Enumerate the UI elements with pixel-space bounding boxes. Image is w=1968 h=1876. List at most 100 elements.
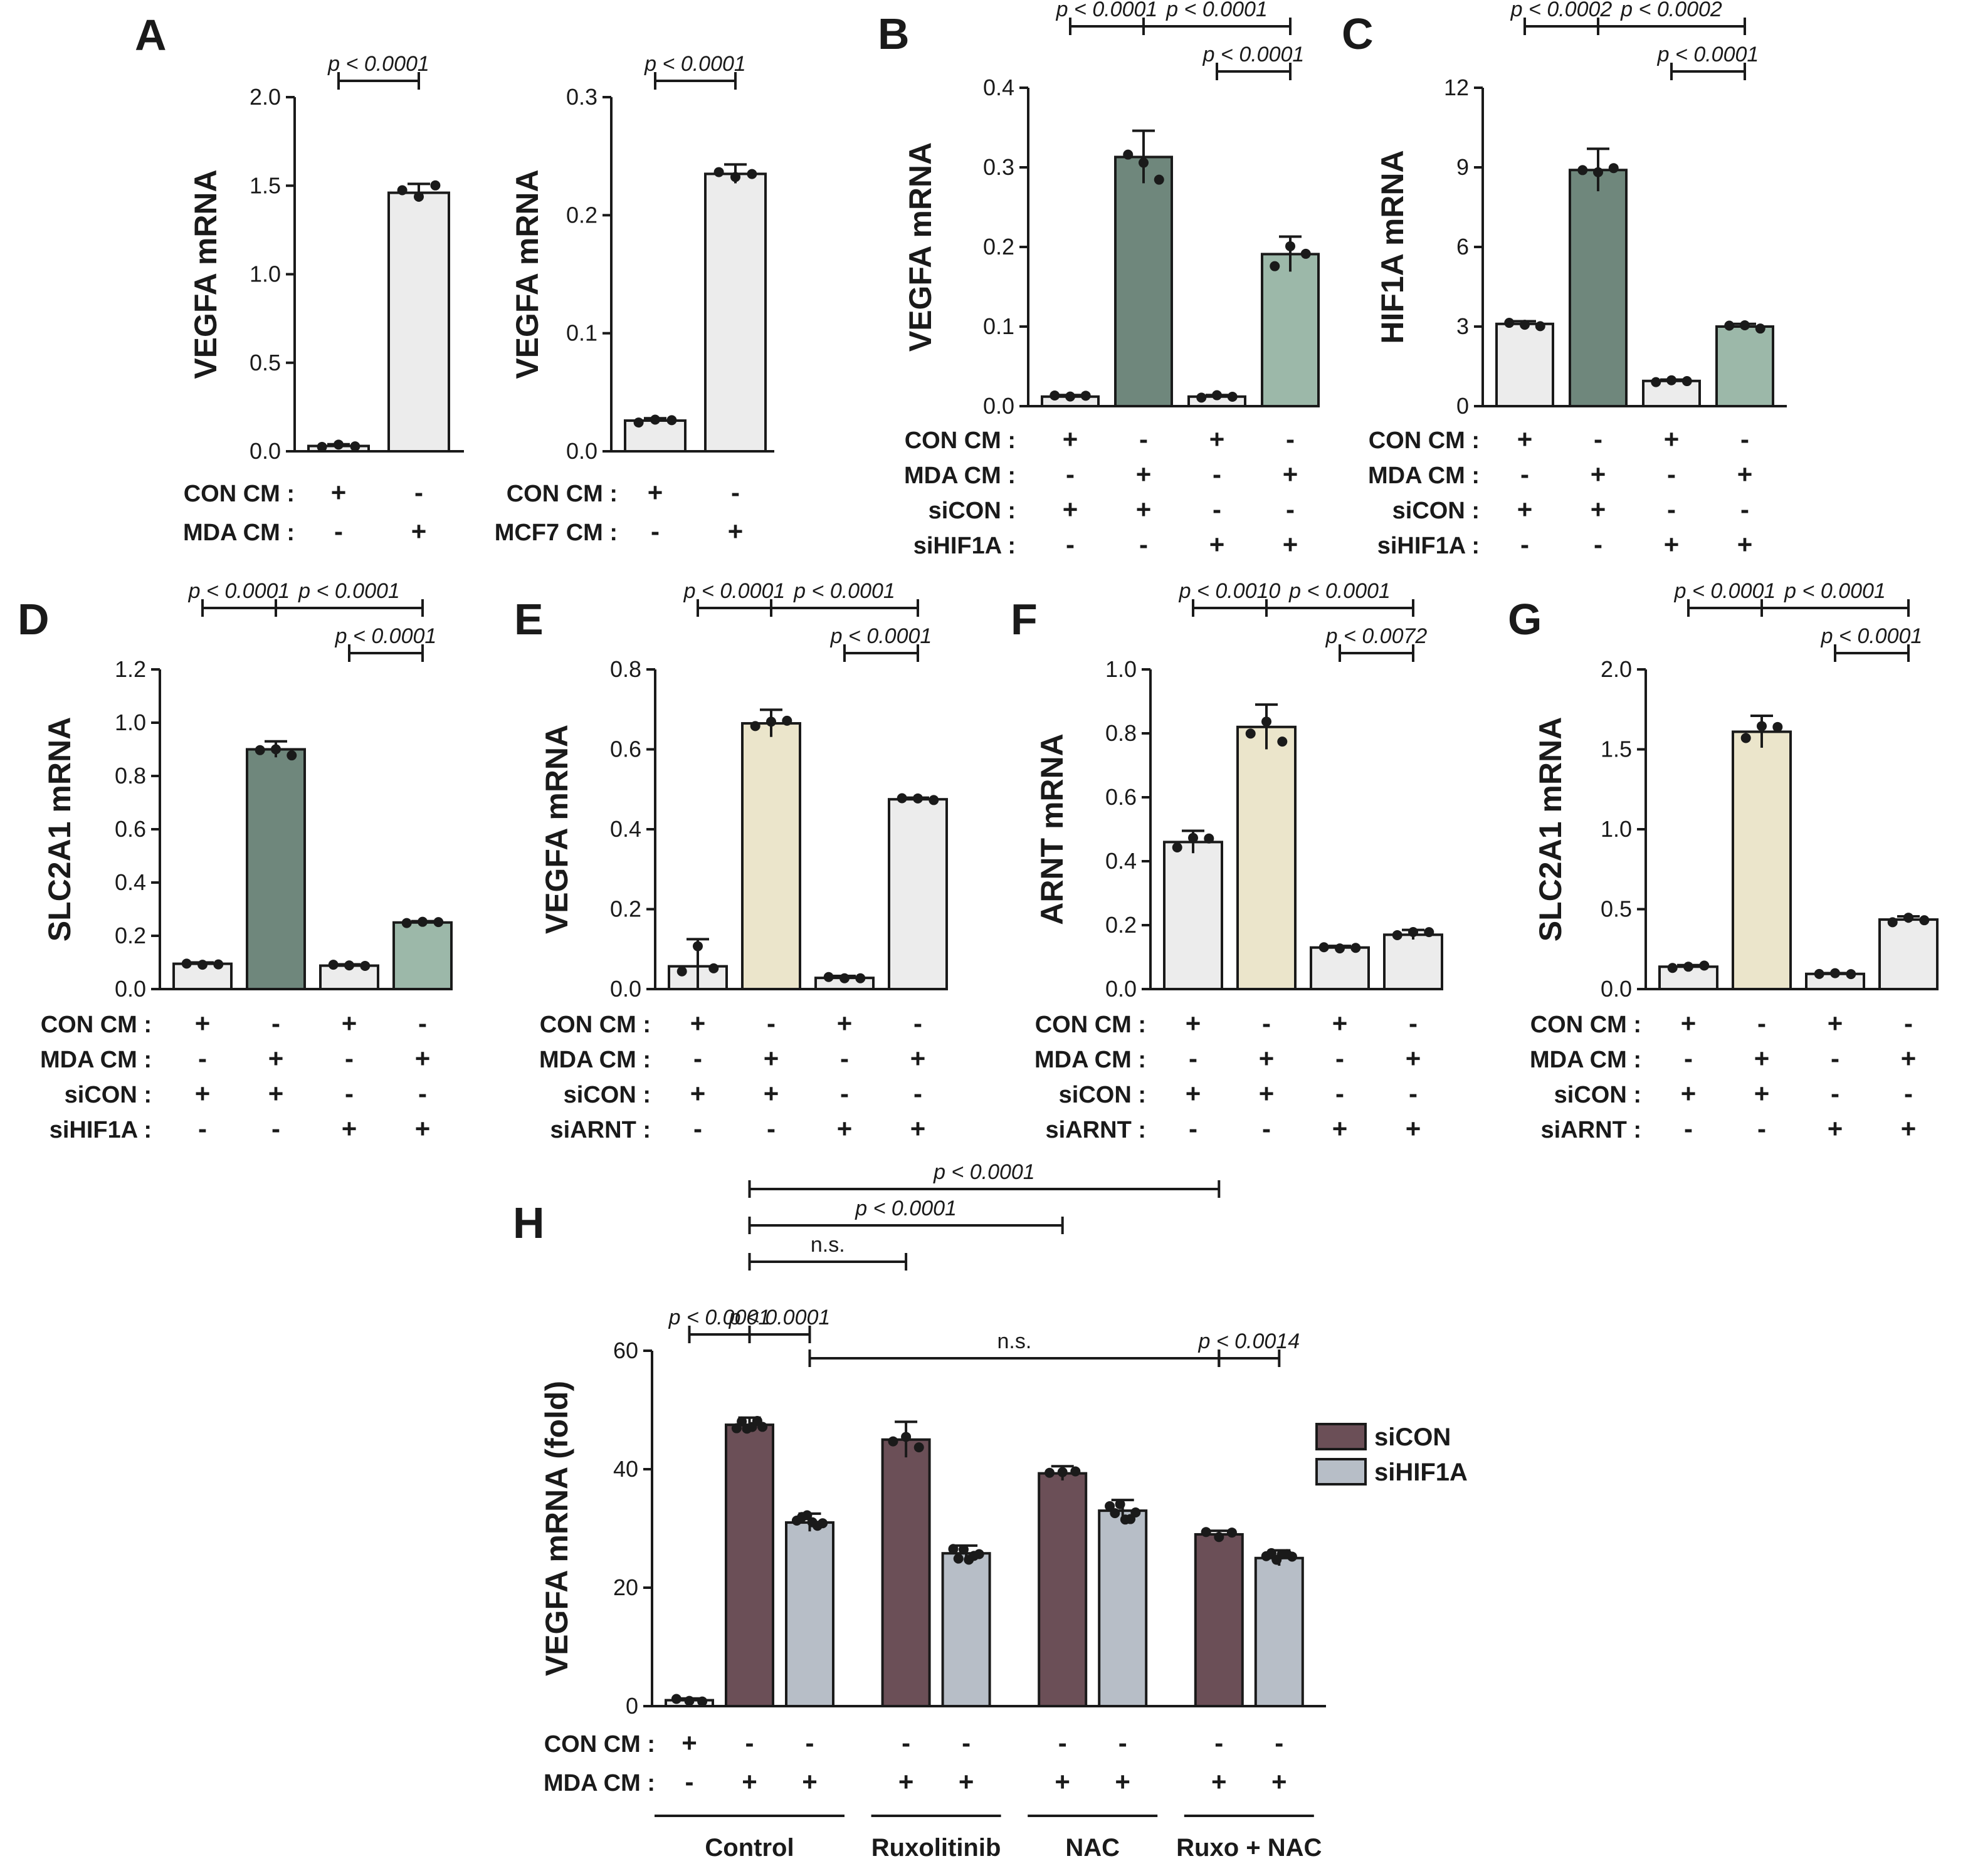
replicate-dot bbox=[1105, 1501, 1115, 1511]
replicate-dot bbox=[1115, 1499, 1125, 1509]
condition-sign: + bbox=[1271, 1767, 1287, 1796]
replicate-dot bbox=[747, 169, 757, 179]
condition-row-label: MCF7 CM : bbox=[495, 520, 618, 546]
condition-sign: - bbox=[1904, 1009, 1913, 1038]
y-tick-label: 0.2 bbox=[610, 896, 641, 922]
condition-sign: + bbox=[1055, 1767, 1070, 1796]
replicate-dot bbox=[713, 167, 724, 177]
condition-row-label: MDA CM : bbox=[544, 1770, 655, 1796]
p-value-label: p < 0.0001 bbox=[1674, 579, 1776, 603]
condition-sign: + bbox=[411, 516, 427, 546]
replicate-dot bbox=[1666, 375, 1676, 385]
condition-row-label: CON CM : bbox=[41, 1012, 152, 1038]
condition-sign: + bbox=[1136, 459, 1152, 489]
condition-sign: - bbox=[1118, 1728, 1127, 1758]
replicate-dot bbox=[731, 1423, 742, 1433]
condition-row-label: siCON : bbox=[564, 1082, 651, 1108]
replicate-dot bbox=[676, 966, 687, 977]
y-tick-label: 0.6 bbox=[1105, 784, 1137, 810]
y-axis-label: SLC2A1 mRNA bbox=[1533, 717, 1568, 941]
condition-row-label: CON CM : bbox=[1035, 1012, 1146, 1038]
group-label: Ruxo + NAC bbox=[1176, 1834, 1322, 1862]
condition-sign: + bbox=[681, 1728, 697, 1758]
y-tick-label: 0.1 bbox=[983, 313, 1014, 339]
replicate-dot bbox=[1667, 963, 1678, 973]
condition-sign: - bbox=[1066, 459, 1075, 489]
replicate-dot bbox=[1065, 391, 1075, 402]
y-axis-label: VEGFA mRNA bbox=[903, 142, 938, 352]
y-tick-label: 1.2 bbox=[115, 656, 146, 682]
replicate-dot bbox=[1903, 913, 1913, 923]
condition-sign: - bbox=[1520, 530, 1529, 559]
replicate-dot bbox=[1392, 930, 1402, 940]
condition-sign: + bbox=[268, 1044, 284, 1073]
panel-a-right-chart: 0.0 0.1 0.2 0.3 VEGFA mRNA CON CM : + - MCF7 CM … bbox=[495, 52, 774, 546]
condition-sign: - bbox=[1740, 495, 1749, 524]
replicate-dot bbox=[888, 1436, 898, 1447]
condition-sign: + bbox=[1186, 1009, 1201, 1038]
replicate-dot bbox=[1683, 962, 1693, 972]
replicate-dot bbox=[1814, 968, 1824, 979]
replicate-dot bbox=[197, 960, 208, 970]
y-tick-label: 1.5 bbox=[250, 172, 281, 198]
condition-sign: - bbox=[1684, 1044, 1693, 1073]
condition-sign: - bbox=[1757, 1114, 1766, 1143]
y-tick-label: 1.0 bbox=[1105, 656, 1137, 682]
condition-row-label: MDA CM : bbox=[40, 1047, 152, 1073]
condition-sign: + bbox=[1186, 1079, 1201, 1108]
condition-sign: - bbox=[745, 1728, 754, 1758]
condition-sign: - bbox=[334, 516, 343, 546]
replicate-dot bbox=[684, 1695, 695, 1706]
condition-sign: + bbox=[1828, 1009, 1843, 1038]
replicate-dot bbox=[181, 958, 192, 969]
replicate-dot bbox=[1226, 1528, 1237, 1538]
condition-sign: + bbox=[1754, 1079, 1770, 1108]
condition-sign: + bbox=[910, 1114, 926, 1143]
y-tick-label: 0.1 bbox=[566, 320, 597, 346]
bar bbox=[246, 748, 306, 990]
condition-sign: + bbox=[1136, 495, 1152, 524]
condition-sign: - bbox=[271, 1009, 280, 1038]
replicate-dot bbox=[433, 917, 444, 928]
replicate-dot bbox=[839, 973, 850, 983]
condition-sign: + bbox=[1063, 424, 1078, 454]
bar bbox=[1098, 1509, 1148, 1707]
condition-row-label: siCON : bbox=[1059, 1082, 1146, 1108]
condition-sign: - bbox=[1066, 530, 1075, 559]
replicate-dot bbox=[1504, 318, 1515, 328]
condition-sign: + bbox=[195, 1009, 211, 1038]
replicate-dot bbox=[1050, 390, 1060, 401]
bar bbox=[1254, 1556, 1304, 1707]
y-tick-label: 2.0 bbox=[1601, 656, 1632, 682]
condition-sign: + bbox=[1259, 1044, 1275, 1073]
condition-sign: + bbox=[1737, 459, 1753, 489]
condition-sign: - bbox=[1520, 459, 1529, 489]
condition-sign: + bbox=[1828, 1114, 1843, 1143]
replicate-dot bbox=[633, 417, 644, 428]
replicate-dot bbox=[287, 750, 297, 761]
condition-sign: + bbox=[1406, 1044, 1421, 1073]
condition-row-label: MDA CM : bbox=[1368, 463, 1480, 489]
replicate-dot bbox=[1755, 323, 1765, 334]
condition-sign: - bbox=[767, 1114, 776, 1143]
condition-row-label: siARNT : bbox=[550, 1117, 651, 1143]
condition-sign: + bbox=[802, 1767, 818, 1796]
y-tick-label: 0.2 bbox=[115, 923, 146, 948]
bar bbox=[624, 419, 687, 453]
y-tick-label: 0 bbox=[1456, 393, 1469, 419]
condition-sign: - bbox=[198, 1044, 207, 1073]
condition-sign: + bbox=[1664, 530, 1680, 559]
condition-sign: - bbox=[1214, 1728, 1223, 1758]
y-tick-label: 1.0 bbox=[1601, 816, 1632, 842]
condition-sign: - bbox=[1740, 424, 1749, 454]
replicate-dot bbox=[1285, 241, 1295, 251]
y-tick-label: 1.0 bbox=[250, 261, 281, 287]
bar bbox=[1495, 322, 1554, 407]
condition-sign: - bbox=[1058, 1728, 1067, 1758]
y-tick-label: 0.3 bbox=[983, 154, 1014, 180]
condition-sign: - bbox=[902, 1728, 910, 1758]
panel-label: G bbox=[1508, 595, 1542, 644]
condition-row-label: siCON : bbox=[1554, 1082, 1641, 1108]
replicate-dot bbox=[1172, 842, 1182, 852]
condition-sign: - bbox=[1213, 459, 1221, 489]
